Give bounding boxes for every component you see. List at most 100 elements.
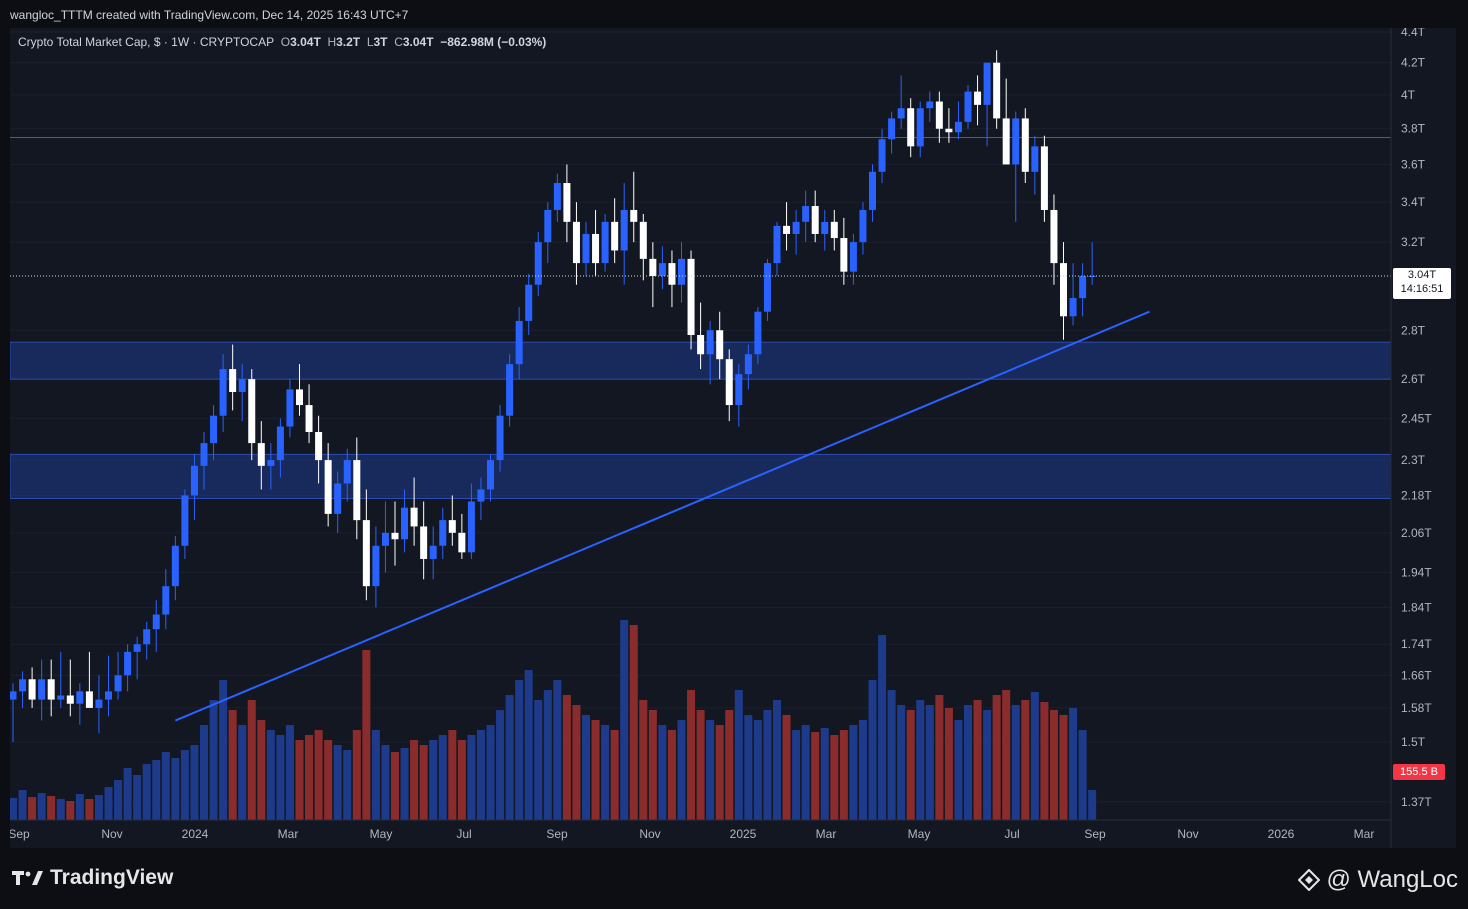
volume-bar — [161, 752, 170, 820]
candle-body — [1040, 146, 1048, 210]
volume-bar — [467, 735, 476, 820]
candle-body — [143, 629, 151, 645]
volume-bar — [75, 794, 84, 820]
volume-bar — [792, 730, 801, 820]
candle-body — [783, 225, 791, 234]
candle-body — [658, 263, 666, 277]
volume-bar — [247, 700, 256, 820]
bar-countdown: 14:16:51 — [1400, 283, 1444, 295]
candle-body — [954, 121, 962, 133]
tradingview-logo[interactable]: TradingView — [12, 866, 173, 890]
candle-body — [792, 221, 800, 234]
volume-bar — [142, 764, 151, 820]
candle-body — [572, 221, 580, 264]
legend-low: 3T — [373, 35, 388, 49]
x-tick-label: Sep — [10, 827, 30, 841]
volume-bar — [801, 725, 810, 820]
volume-bar — [400, 748, 409, 820]
trendline — [174, 310, 1150, 722]
x-tick-label: Nov — [639, 827, 660, 841]
candle-body — [276, 426, 284, 461]
volume-bar — [582, 715, 590, 820]
volume-bar — [667, 730, 676, 820]
volume-bar — [371, 730, 380, 820]
candle-body — [372, 545, 380, 587]
y-tick-label: 1.94T — [1401, 565, 1432, 579]
volume-bar — [601, 725, 610, 820]
volume-bar — [734, 690, 743, 820]
volume-bar — [333, 745, 342, 820]
candle-body — [582, 233, 590, 264]
brand-right-text: @ WangLoc — [1326, 866, 1458, 893]
y-tick-label: 3.8T — [1401, 122, 1426, 136]
volume-bar — [830, 735, 839, 820]
candle-body — [10, 691, 17, 700]
volume-bar — [1002, 690, 1011, 820]
candle-body — [888, 118, 896, 140]
x-tick-label: Mar — [1354, 827, 1375, 841]
y-tick-label: 4T — [1401, 88, 1416, 102]
volume-bar — [505, 695, 514, 820]
volume-bar — [696, 710, 705, 820]
candle-body — [238, 379, 246, 392]
legend-c-label: C — [394, 35, 403, 49]
candle-body — [544, 209, 552, 243]
legend-close: 3.04T — [402, 35, 434, 49]
x-tick-label: 2026 — [1268, 827, 1295, 841]
volume-bar — [410, 740, 419, 820]
x-tick-label: Mar — [278, 827, 299, 841]
y-tick-label: 3.4T — [1401, 195, 1426, 209]
volume-bar — [1040, 702, 1049, 820]
volume-bar — [1021, 700, 1030, 820]
volume-bar — [56, 799, 65, 820]
candle-body — [487, 460, 494, 490]
x-tick-label: Jul — [456, 827, 471, 841]
candle-body — [1079, 276, 1087, 299]
volume-bar — [180, 750, 189, 820]
candle-body — [410, 507, 418, 527]
volume-bar — [610, 730, 619, 820]
volume-bar — [190, 745, 199, 820]
candle-body — [515, 320, 523, 365]
volume-bar — [362, 650, 371, 820]
volume-bar — [496, 710, 505, 820]
volume-bar — [324, 740, 333, 820]
volume-bar — [1078, 730, 1087, 820]
candle-body — [1050, 209, 1058, 264]
candle-body — [286, 389, 294, 427]
candle-body — [974, 91, 982, 105]
volume-bar — [639, 700, 648, 820]
volume-bar — [266, 730, 275, 820]
footer — [0, 848, 1468, 909]
volume-bar — [858, 720, 867, 820]
brand-left-text: TradingView — [50, 866, 174, 889]
candle-body — [467, 501, 475, 553]
candle-body — [506, 364, 514, 416]
volume-bar — [992, 695, 1001, 820]
candle-body — [964, 91, 972, 122]
candle-body — [95, 699, 103, 708]
candle-body — [47, 679, 55, 700]
volume-bar — [524, 670, 533, 820]
volume-bar — [1049, 710, 1058, 820]
candle-body — [563, 183, 571, 222]
volume-bar — [973, 700, 982, 820]
volume-bar — [1059, 715, 1068, 820]
legend-high: 3.2T — [336, 35, 361, 49]
volume-bar — [839, 730, 848, 820]
volume-bar — [1030, 692, 1039, 820]
volume-bar — [687, 690, 696, 820]
candle-body — [773, 225, 781, 264]
y-tick-label: 2.3T — [1401, 453, 1426, 467]
candle-body — [105, 691, 112, 700]
candle-body — [458, 532, 466, 553]
volume-bar — [200, 725, 208, 820]
symbol-legend: Crypto Total Market Cap, $ · 1W · CRYPTO… — [18, 35, 546, 49]
volume-bar — [964, 705, 972, 820]
candle-body — [592, 233, 600, 264]
price-chart[interactable]: 4.4T 4.2T 4T 3.8T 3.6T 3.4T 3.2T 2.8T 2.6T 2.45T 2… — [10, 28, 1456, 848]
candle-body — [716, 330, 724, 360]
volume-bar — [715, 725, 724, 820]
volume-bar — [534, 700, 543, 820]
candle-body — [802, 206, 810, 222]
